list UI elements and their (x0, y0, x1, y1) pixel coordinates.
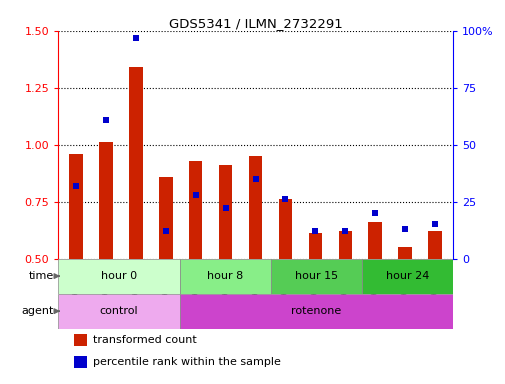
Bar (129, 67, 142, 258)
Text: rotenone: rotenone (290, 306, 341, 316)
Bar (99, 142, 113, 258)
Bar (74, 334, 86, 346)
Bar (219, 165, 232, 258)
Text: hour 0: hour 0 (100, 271, 137, 281)
Text: hour 8: hour 8 (207, 271, 243, 281)
Bar (308, 233, 321, 258)
Point (132, 35, 140, 41)
Point (370, 210, 378, 216)
Bar (270, 258, 361, 294)
Point (221, 205, 229, 212)
Point (281, 196, 289, 202)
Text: percentile rank within the sample: percentile rank within the sample (92, 357, 280, 367)
Bar (397, 247, 411, 258)
Bar (278, 199, 291, 258)
Bar (69, 154, 83, 258)
Point (251, 176, 259, 182)
Text: hour 24: hour 24 (385, 271, 428, 281)
Bar (74, 356, 86, 368)
Text: transformed count: transformed count (92, 335, 196, 345)
Point (400, 226, 408, 232)
Text: agent: agent (22, 306, 54, 316)
Bar (368, 222, 381, 258)
Title: GDS5341 / ILMN_2732291: GDS5341 / ILMN_2732291 (168, 17, 342, 30)
Text: control: control (99, 306, 138, 316)
Bar (179, 258, 270, 294)
Bar (361, 258, 452, 294)
Text: hour 15: hour 15 (294, 271, 337, 281)
Bar (338, 231, 351, 258)
Bar (248, 156, 262, 258)
Bar (58, 258, 179, 294)
Point (311, 228, 319, 234)
Point (72, 182, 80, 189)
Bar (58, 294, 179, 329)
Point (340, 228, 348, 234)
Text: time: time (29, 271, 54, 281)
Bar (189, 161, 202, 258)
Point (430, 221, 438, 227)
Bar (159, 177, 172, 258)
Point (191, 192, 199, 198)
Point (102, 116, 110, 122)
Bar (179, 294, 452, 329)
Bar (427, 231, 441, 258)
Point (162, 228, 170, 234)
